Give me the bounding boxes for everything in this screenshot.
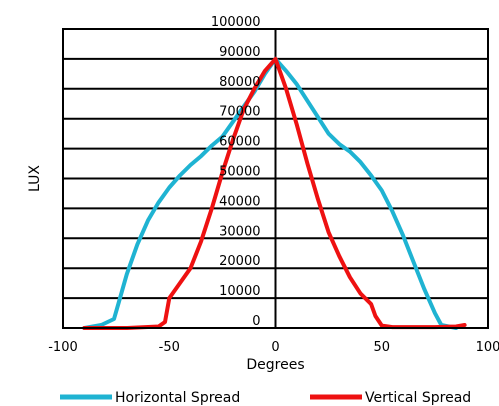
y-tick-label: 50000 — [219, 165, 260, 180]
legend: Horizontal Spread Vertical Spread — [60, 390, 471, 406]
legend-label: Vertical Spread — [365, 390, 471, 406]
y-tick-label: 20000 — [219, 254, 260, 269]
x-tick-label: -50 — [159, 340, 180, 355]
x-tick-label: 50 — [373, 340, 390, 355]
x-tick-label: -100 — [48, 340, 78, 355]
series-line-horizontal-spread — [82, 56, 459, 330]
x-tick-label: 0 — [271, 340, 279, 355]
y-tick-label: 60000 — [219, 135, 260, 150]
y-axis-label: LUX — [27, 165, 43, 192]
series-line-vertical-spread — [82, 56, 467, 330]
y-tick-label: 70000 — [219, 105, 260, 120]
y-tick-labels: 0 10000 20000 30000 40000 50000 60000 70000 8000… — [211, 15, 261, 329]
x-tick-labels: -100 -50 0 50 100 — [48, 340, 499, 355]
series-lines — [82, 56, 467, 330]
y-tick-label: 80000 — [219, 75, 260, 90]
y-tick-label: 100000 — [211, 15, 261, 30]
x-axis-label: Degrees — [246, 357, 304, 373]
x-tick-label: 100 — [476, 340, 499, 355]
y-tick-label: 30000 — [219, 224, 260, 239]
y-tick-label: 10000 — [219, 284, 260, 299]
plot-frame — [62, 28, 489, 329]
y-tick-label: 0 — [252, 314, 260, 329]
y-tick-label: 40000 — [219, 194, 260, 209]
legend-label: Horizontal Spread — [115, 390, 240, 406]
y-tick-label: 90000 — [219, 45, 260, 60]
